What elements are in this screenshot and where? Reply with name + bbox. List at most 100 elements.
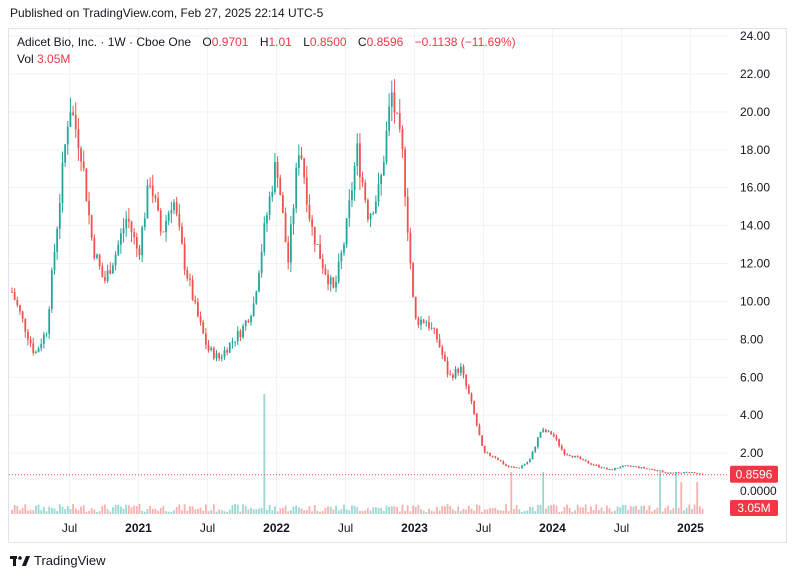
volume-bar <box>125 504 128 514</box>
candle-body <box>268 196 271 215</box>
candle-body <box>640 467 643 468</box>
volume-bar <box>151 508 154 514</box>
candle-body <box>528 459 531 463</box>
candle-body <box>428 322 430 329</box>
candle-body <box>335 281 337 288</box>
volume-bar <box>420 509 422 514</box>
candle-body <box>215 353 218 359</box>
volume-bar <box>146 508 149 514</box>
candle-body <box>228 342 231 353</box>
candle-body <box>390 92 393 107</box>
volume-bar <box>48 506 51 514</box>
volume-bar <box>494 507 497 514</box>
candle-body <box>629 465 632 467</box>
candle-body <box>255 291 258 304</box>
volume-bar <box>266 509 268 514</box>
candle-body <box>96 254 98 258</box>
candle-body <box>303 158 306 178</box>
volume-bar <box>406 505 409 514</box>
volume-bar <box>64 509 67 514</box>
volume-bar <box>627 510 630 514</box>
candle-body <box>698 473 701 475</box>
volume-bar <box>53 508 56 514</box>
volume-bar <box>518 509 521 514</box>
candle-body <box>645 468 648 470</box>
volume-bar <box>258 508 260 514</box>
candle-body <box>377 184 380 202</box>
candle-body <box>653 469 656 471</box>
candle-body <box>478 425 481 436</box>
y-tick-label: 12.00 <box>740 257 770 271</box>
candle-body <box>112 265 114 274</box>
volume-bar <box>672 508 675 514</box>
candle-body <box>141 227 144 256</box>
candle-body <box>284 212 287 243</box>
candle-body <box>133 232 136 238</box>
candle-body <box>571 456 574 458</box>
volume-bar <box>606 505 608 514</box>
volume-bar <box>263 394 266 514</box>
footer-brand[interactable]: TradingView <box>10 553 106 568</box>
candle-body <box>592 464 595 466</box>
volume-bar <box>444 506 446 514</box>
volume-bar <box>117 504 120 514</box>
volume-bar <box>465 509 468 514</box>
volume-bar <box>550 505 553 514</box>
candle-body <box>276 161 279 179</box>
candle-body <box>35 352 37 353</box>
candle-body <box>207 344 210 351</box>
volume-bar <box>696 482 699 514</box>
volume-bar <box>114 504 117 514</box>
volume-bar <box>353 505 356 514</box>
candle-body <box>11 291 13 293</box>
volume-bar <box>637 509 640 514</box>
candle-body <box>88 200 90 216</box>
candle-body <box>327 274 329 285</box>
candle-body <box>85 168 88 201</box>
volume-bar <box>327 506 329 514</box>
volume-bar <box>507 511 510 514</box>
y-tick-label: 20.00 <box>740 105 770 119</box>
volume-bar <box>268 505 271 514</box>
volume-bar <box>274 506 276 514</box>
volume-bar <box>552 504 555 514</box>
candle-body <box>616 467 619 469</box>
candle-body <box>513 466 515 468</box>
candle-body <box>632 466 635 468</box>
volume-bar <box>425 511 428 514</box>
candle-body <box>462 366 465 375</box>
volume-bar <box>422 510 425 514</box>
candle-body <box>521 465 523 468</box>
low-value: 0.8500 <box>309 35 347 49</box>
candle-body <box>345 218 348 245</box>
volume-bar <box>587 511 590 514</box>
last-price-tag-label: 0.8596 <box>736 468 773 482</box>
candle-body <box>135 237 138 249</box>
candle-body <box>297 155 300 168</box>
volume-bar <box>133 505 136 514</box>
candle-body <box>21 311 24 319</box>
volume-bar <box>526 510 529 514</box>
volume-bar <box>571 511 574 514</box>
candle-body <box>48 309 51 334</box>
candle-body <box>250 316 252 323</box>
volume-bar <box>590 506 592 514</box>
candle-body <box>491 455 494 457</box>
candle-body <box>433 327 436 329</box>
candle-body <box>422 319 425 323</box>
candle-body <box>321 258 324 269</box>
candle-body <box>104 277 106 281</box>
volume-bar <box>165 511 167 514</box>
candle-body <box>536 437 539 447</box>
volume-bar <box>32 510 35 514</box>
volume-bar <box>677 507 680 514</box>
candle-body <box>66 126 69 145</box>
volume-bar <box>560 511 563 514</box>
volume-bar <box>619 507 622 514</box>
volume-bar <box>24 504 27 514</box>
last-volume-tag <box>730 500 778 516</box>
last-price-tag <box>730 465 778 483</box>
volume-bar <box>162 506 165 514</box>
volume-bar <box>555 505 558 514</box>
